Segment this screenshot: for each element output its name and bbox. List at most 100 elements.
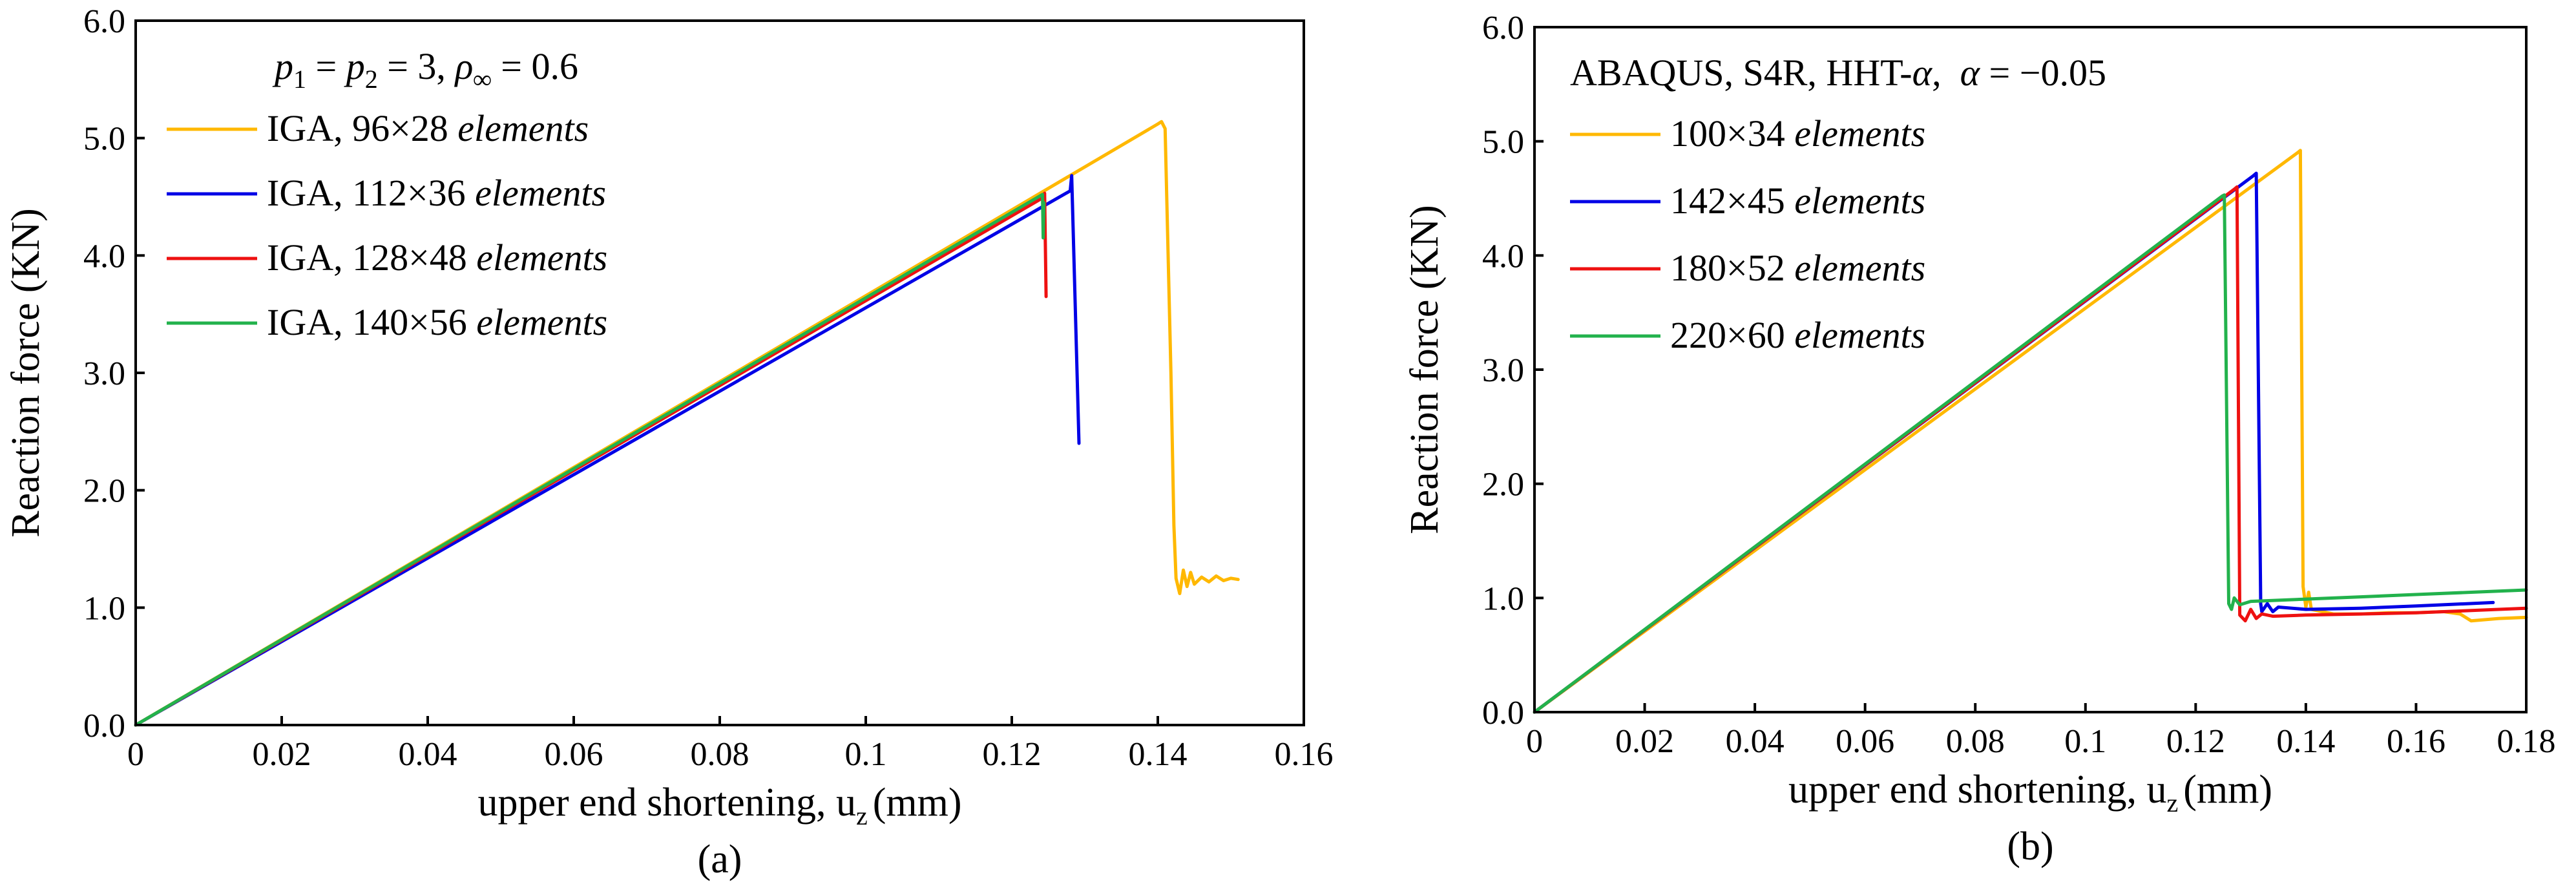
legend-label-italic: elements	[475, 172, 606, 214]
panel-b-tick-labels: 0 0.02 0.04 0.06 0.08 0.1 0.12 0.14 0.16 0.18 0.0 1…	[1482, 10, 2556, 760]
panel-a-x-axis-title-sub: z	[856, 801, 868, 830]
panel-a-x-tick-label: 0.1	[845, 736, 887, 773]
panel-a-y-tick-label: 2.0	[83, 473, 125, 510]
panel-a-label: (a)	[698, 837, 742, 881]
panel-a-y-axis-title: Reaction force (KN)	[4, 208, 48, 538]
panel-b-plot-frame	[1533, 26, 2528, 713]
panel-a-x-tick-label: 0.08	[691, 736, 749, 773]
legend-label-prefix: 180×52	[1670, 247, 1794, 289]
legend-label-prefix: IGA, 128×48	[267, 237, 476, 279]
panel-a-series-line-2	[134, 174, 1081, 727]
param-p2-sub: 2	[365, 65, 378, 94]
legend-label-prefix: 142×45	[1670, 180, 1794, 222]
panel-b-x-axis-title-unit: (mm)	[2183, 768, 2272, 812]
panel-a-legend-label-1: IGA, 96×28 elements	[267, 107, 589, 149]
panel-a-series-line-4	[134, 193, 1046, 727]
panel-a-x-tick-label: 0.12	[983, 736, 1042, 773]
legend-label-italic: elements	[1794, 112, 1925, 154]
panel-b-x-tick-label: 0.02	[1615, 723, 1674, 760]
panel-b-x-tick-label: 0.06	[1836, 723, 1894, 760]
param-eq3: = 0.6	[492, 45, 578, 87]
param-p1-sub: 1	[293, 65, 306, 94]
legend-label-italic: elements	[457, 107, 589, 149]
panel-a-x-axis-title: upper end shortening, uz (mm)	[478, 781, 962, 830]
panel-b-legend-label-4: 220×60 elements	[1670, 314, 1925, 356]
panel-b-x-tick-label: 0.18	[2497, 723, 2556, 760]
legend-label-prefix: IGA, 112×36	[267, 172, 475, 214]
legend-label-italic: elements	[476, 301, 607, 343]
panel-a-legend-label-3: IGA, 128×48 elements	[267, 237, 607, 279]
panel-a-legend-label-4: IGA, 140×56 elements	[267, 301, 607, 343]
legend-label-italic: elements	[1794, 247, 1925, 289]
param-p1: p	[272, 45, 293, 87]
panel-b-x-axis-title: upper end shortening, uz (mm)	[1788, 768, 2272, 817]
chart-panel-a: 0 0.02 0.04 0.06 0.08 0.1 0.12 0.14 0.16 0.0 1.0 2.…	[4, 3, 1334, 881]
legend-label-prefix: IGA, 96×28	[267, 107, 457, 149]
panel-b-series	[1533, 149, 2528, 714]
param-p2: p	[344, 45, 365, 87]
panel-a-y-tick-label: 1.0	[83, 590, 125, 627]
panel-a-x-tick-label: 0.04	[399, 736, 457, 773]
panel-b-x-tick-label: 0.16	[2387, 723, 2445, 760]
panel-a-series-line-1	[134, 120, 1240, 727]
panel-b-x-tick-label: 0.1	[2064, 723, 2106, 760]
panel-b-y-tick-label: 3.0	[1482, 352, 1524, 389]
panel-b-y-tick-label: 5.0	[1482, 124, 1524, 161]
legend-label-italic: elements	[1794, 314, 1925, 356]
panel-a-legend-label-2: IGA, 112×36 elements	[267, 172, 606, 214]
panel-a-x-tick-label: 0.06	[545, 736, 603, 773]
panel-b-y-tick-label: 0.0	[1482, 695, 1524, 732]
panel-b-y-axis-title: Reaction force (KN)	[1403, 205, 1447, 534]
param-rho: ρ	[454, 45, 473, 87]
panel-b-y-tick-label: 4.0	[1482, 238, 1524, 275]
legend-label-prefix: IGA, 140×56	[267, 301, 476, 343]
panel-b-x-tick-label: 0.12	[2166, 723, 2225, 760]
panel-b-series-line-3	[1533, 185, 2528, 714]
legend-label-italic: elements	[1794, 180, 1925, 222]
legend-label-prefix: 100×34	[1670, 112, 1794, 154]
panel-b-legend-label-1: 100×34 elements	[1670, 112, 1925, 154]
panel-b-label: (b)	[2007, 825, 2053, 869]
panel-b-legend-label-3: 180×52 elements	[1670, 247, 1925, 289]
panel-b-x-axis-title-main: upper end shortening, u	[1788, 768, 2166, 812]
panel-b-x-axis-title-sub: z	[2166, 788, 2178, 817]
legend-label-italic: elements	[476, 237, 607, 279]
panel-a-y-tick-label: 4.0	[83, 238, 125, 275]
chart-panel-b: 0 0.02 0.04 0.06 0.08 0.1 0.12 0.14 0.16 0.18 0.0 1…	[1403, 10, 2556, 869]
param-eq2: = 3,	[378, 45, 456, 87]
param-sep: ,	[1932, 52, 1960, 94]
panel-a-x-tick-label: 0.14	[1129, 736, 1188, 773]
panel-a-x-tick-label: 0.16	[1275, 736, 1334, 773]
panel-a-tick-labels: 0 0.02 0.04 0.06 0.08 0.1 0.12 0.14 0.16 0.0 1.0 2.…	[83, 3, 1334, 773]
panel-b-x-tick-label: 0.04	[1726, 723, 1785, 760]
panel-a-ticks	[134, 19, 1305, 726]
panel-b-x-tick-label: 0.08	[1946, 723, 2005, 760]
panel-b-series-line-4	[1533, 193, 2528, 714]
panel-b-x-tick-label: 0.14	[2276, 723, 2335, 760]
param-alpha-eq: = −0.05	[1980, 52, 2106, 94]
legend-label-prefix: 220×60	[1670, 314, 1794, 356]
panel-b-x-tick-label: 0	[1526, 723, 1543, 760]
panel-b-parameter-note: ABAQUS, S4R, HHT-α, α = −0.05	[1570, 52, 2106, 94]
param-abaqus: ABAQUS, S4R, HHT-	[1570, 52, 1912, 94]
panel-b-legend-label-2: 142×45 elements	[1670, 180, 1925, 222]
panel-a-y-tick-label: 5.0	[83, 121, 125, 158]
panel-a-x-axis-title-unit: (mm)	[873, 781, 962, 825]
panel-a-plot-frame	[134, 19, 1305, 726]
panel-b-series-line-1	[1533, 149, 2528, 714]
panel-a-x-tick-label: 0.02	[253, 736, 311, 773]
panel-a-parameter-note: p1 = p2 = 3, ρ∞ = 0.6	[272, 45, 578, 94]
panel-a-y-tick-label: 6.0	[83, 3, 125, 40]
panel-a-series	[134, 120, 1240, 727]
param-eq1: =	[306, 45, 346, 87]
panel-b-y-tick-label: 1.0	[1482, 580, 1524, 617]
param-alpha2: α	[1960, 52, 1981, 94]
param-alpha1: α	[1912, 52, 1933, 94]
panel-a-y-tick-label: 3.0	[83, 355, 125, 392]
panel-b-series-line-2	[1533, 171, 2495, 714]
panel-b-y-tick-label: 6.0	[1482, 10, 1524, 47]
panel-a-y-tick-label: 0.0	[83, 708, 125, 744]
